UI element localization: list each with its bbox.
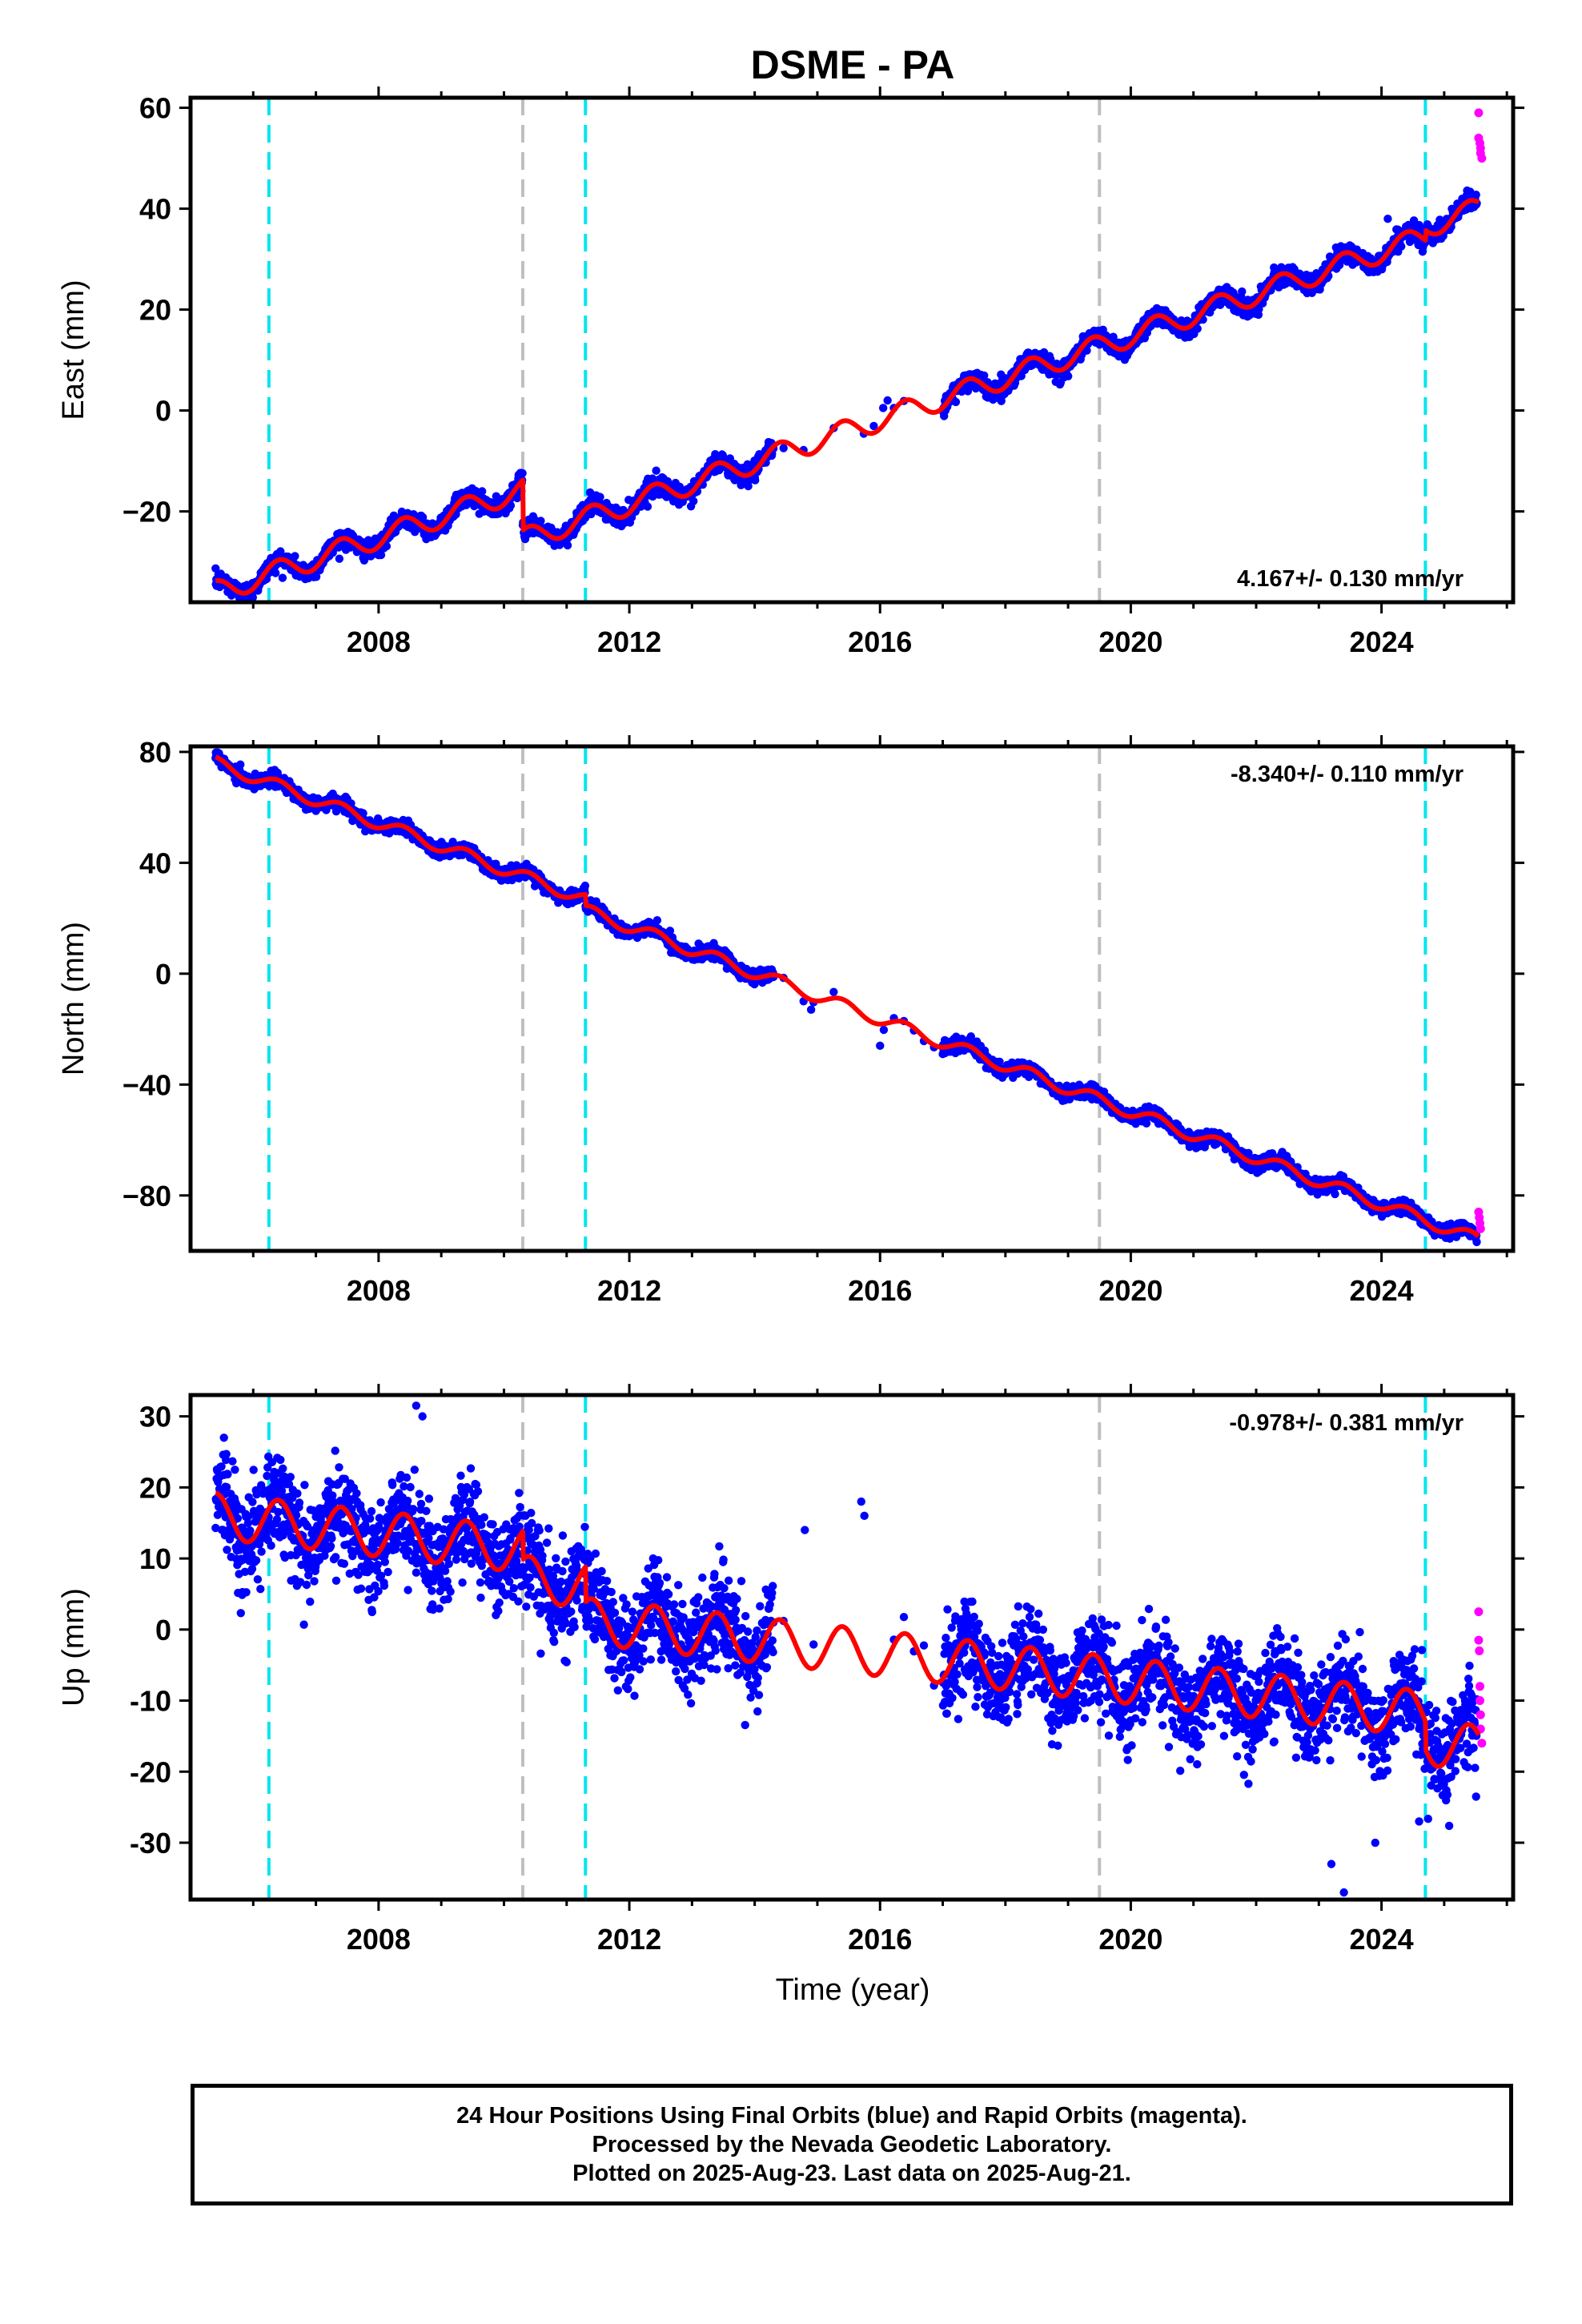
data-point <box>652 916 662 925</box>
data-point <box>779 444 788 452</box>
data-point <box>751 476 760 485</box>
data-point <box>382 541 391 551</box>
data-point <box>1064 372 1073 380</box>
x-tick-label: 2008 <box>347 625 411 658</box>
outlier-point <box>878 404 888 412</box>
outlier-point <box>1383 215 1392 223</box>
rapid-orbit-point <box>1477 154 1487 163</box>
x-tick-label: 2012 <box>597 625 661 658</box>
data-point <box>518 468 527 478</box>
data-point <box>643 502 652 511</box>
data-point <box>335 554 344 563</box>
data-point <box>652 466 661 475</box>
data-point <box>506 501 516 510</box>
velocity-label: 4.167+/- 0.130 mm/yr <box>1237 566 1464 592</box>
y-tick-label: 20 <box>139 294 171 327</box>
final-orbit-points <box>211 108 1487 602</box>
data-point <box>563 541 572 550</box>
data-point <box>580 881 590 891</box>
y-axis-title: East (mm) <box>57 279 90 420</box>
data-point <box>311 573 321 581</box>
data-point <box>1238 287 1247 296</box>
model-curve <box>214 198 1481 596</box>
x-tick-label: 2024 <box>1350 625 1414 658</box>
panel-1: 2008 2012 2016 2020 2024 −20 0 20 40 60 East (mm) 4… <box>57 86 1524 658</box>
x-tick-label: 2016 <box>848 625 912 658</box>
data-point <box>418 513 428 522</box>
data-point <box>478 487 487 496</box>
chart-title: DSME - PA <box>751 42 955 87</box>
data-point <box>596 493 604 501</box>
data-point <box>291 552 299 561</box>
panels-layer: 2008 2012 2016 2020 2024 −20 0 20 40 60 East (mm) 4… <box>57 86 1524 1956</box>
data-point <box>271 569 280 577</box>
y-tick-label: 60 <box>139 92 171 125</box>
data-point <box>1397 242 1406 251</box>
rapid-orbit-point <box>1474 108 1484 118</box>
outlier-point <box>883 396 892 405</box>
data-point <box>1472 191 1480 199</box>
data-point <box>951 397 961 407</box>
y-tick-label: −20 <box>122 496 171 529</box>
y-tick-label: 0 <box>155 395 171 428</box>
data-point <box>248 593 257 602</box>
data-point <box>536 517 545 525</box>
data-point <box>278 573 287 582</box>
data-point <box>689 497 698 505</box>
data-point <box>376 550 386 560</box>
data-point <box>236 760 245 769</box>
y-tick-label: 40 <box>139 193 171 226</box>
x-tick-label: 2020 <box>1098 625 1162 658</box>
data-point <box>512 493 522 503</box>
